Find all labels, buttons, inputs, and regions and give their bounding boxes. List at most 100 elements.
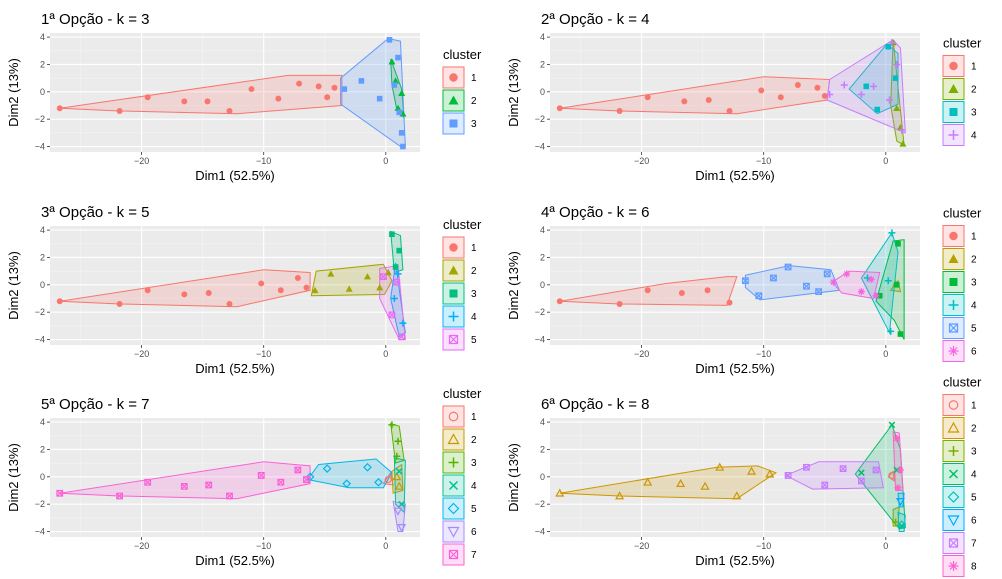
cluster-7-point — [821, 481, 829, 489]
legend-title: cluster — [943, 206, 982, 221]
legend-label-5: 5 — [971, 324, 977, 335]
legend-symbol-3 — [949, 278, 958, 286]
cluster-7-point — [116, 492, 124, 500]
cluster-1-point — [704, 287, 711, 294]
cluster-1-point — [644, 287, 651, 294]
legend-symbol-7 — [948, 538, 959, 548]
panel-title: 4ª Opção - k = 6 — [541, 204, 650, 221]
cluster-1-point — [205, 290, 212, 296]
cluster-1-point — [226, 107, 233, 114]
y-tick-label: 4 — [540, 225, 545, 235]
plot-area — [556, 39, 907, 147]
cluster-6-point — [829, 278, 837, 286]
cluster-6-point — [872, 292, 880, 300]
cluster-2-point — [643, 477, 653, 486]
cluster-8-point — [894, 484, 902, 492]
y-axis-title: Dim2 (13%) — [6, 251, 21, 320]
cluster-3-point — [393, 452, 401, 460]
cluster-7-point — [803, 463, 810, 471]
y-tick-label: −4 — [535, 335, 545, 345]
legend-symbol-2 — [948, 254, 959, 263]
panel-title: 6ª Opção - k = 8 — [541, 396, 650, 413]
legend-key-2 — [942, 417, 965, 439]
cluster-8-point — [896, 466, 904, 474]
cluster-3-point — [876, 292, 883, 299]
cluster-5-point — [770, 274, 777, 282]
cluster-1-point — [56, 298, 63, 305]
y-axis-title: Dim2 (13%) — [506, 58, 521, 127]
cluster-4-point — [888, 39, 896, 47]
legend-key-6 — [442, 520, 465, 543]
cluster-5-point — [388, 311, 396, 319]
cluster-6-point — [393, 507, 403, 516]
cluster-2-point — [311, 286, 319, 294]
cluster-1-point — [794, 82, 801, 88]
y-tick-label: 2 — [540, 59, 545, 69]
x-tick-label: 0 — [883, 156, 888, 166]
panel-title: 2ª Opção - k = 4 — [541, 11, 650, 28]
cluster-7-point — [56, 489, 64, 497]
y-axis-title: Dim2 (13%) — [506, 251, 521, 320]
y-tick-label: 0 — [40, 87, 45, 97]
cluster-1-point — [296, 80, 303, 87]
cluster-1-point — [277, 287, 284, 294]
legend-label-3: 3 — [971, 278, 977, 289]
cluster-2-point — [715, 462, 725, 471]
cluster-5-point — [897, 520, 907, 530]
cluster-2-point — [555, 488, 565, 497]
cluster-4-point — [898, 522, 906, 530]
cluster-2-point — [376, 284, 384, 291]
cluster-3-point — [391, 82, 398, 88]
legend-label-1: 1 — [971, 62, 977, 73]
panel-title: 5ª Opção - k = 7 — [41, 396, 150, 413]
cluster-5-point — [398, 333, 406, 341]
x-tick-label: −20 — [134, 349, 149, 359]
legend-symbol-3 — [949, 108, 958, 116]
cluster-7-point — [857, 477, 865, 485]
cluster-1-point — [616, 107, 623, 114]
cluster-3-point — [341, 86, 348, 92]
cluster-2-point — [398, 89, 406, 96]
legend: cluster 1 2 3 4 5 6 — [942, 206, 982, 362]
cluster-2-point — [392, 77, 400, 84]
cluster-1-point — [777, 94, 784, 101]
legend-label-2: 2 — [471, 96, 477, 107]
cluster-7-point — [144, 478, 152, 486]
cluster-7-point — [180, 482, 188, 490]
cluster-1-point — [181, 98, 188, 105]
cluster-7-point — [294, 466, 302, 474]
legend-label-1: 1 — [471, 243, 477, 254]
legend-symbol-6 — [947, 515, 960, 527]
x-tick-label: −20 — [634, 349, 649, 359]
cluster-5-point — [815, 288, 823, 296]
legend: cluster 1 2 3 — [442, 47, 482, 135]
cluster-3-point — [400, 143, 406, 150]
legend-label-1: 1 — [971, 401, 977, 412]
cluster-3-point — [396, 109, 403, 116]
cluster-1-point — [116, 107, 123, 114]
cluster-2-point — [700, 481, 710, 490]
cluster-2-point — [392, 472, 402, 481]
y-tick-label: 0 — [540, 472, 545, 482]
cluster-5-point — [305, 472, 315, 482]
y-axis-title: Dim2 (13%) — [6, 58, 21, 127]
cluster-1-point — [144, 287, 151, 294]
legend-key-1 — [442, 405, 465, 428]
legend-symbol-1 — [949, 61, 958, 71]
x-tick-label: −10 — [756, 349, 771, 359]
cluster-2-point — [345, 285, 353, 292]
cluster-5-point — [823, 270, 831, 278]
cluster-3-point — [396, 247, 403, 254]
cluster-1-point — [315, 83, 322, 90]
cluster-1-point — [331, 84, 338, 91]
cluster-1-point — [275, 95, 282, 102]
plot-area — [555, 421, 907, 533]
plot-background — [550, 33, 920, 152]
x-tick-label: −10 — [756, 541, 771, 551]
legend-label-4: 4 — [971, 301, 977, 312]
legend-symbol-3 — [448, 457, 459, 468]
legend-symbol-2 — [947, 421, 960, 433]
legend-label-2: 2 — [471, 266, 477, 277]
